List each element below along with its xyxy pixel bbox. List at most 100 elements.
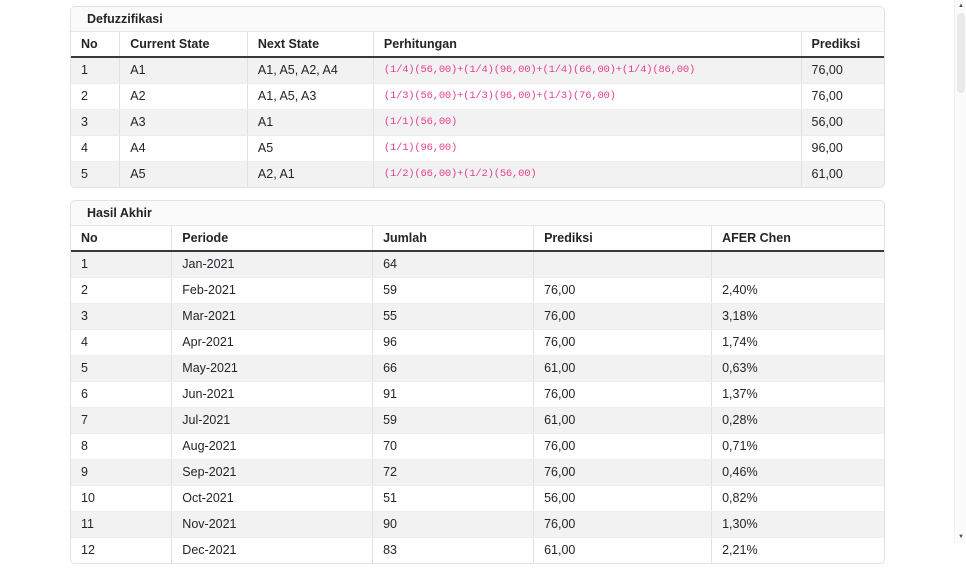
table-cell: Sep-2021 bbox=[171, 459, 373, 486]
table-row: 4 Apr-2021 96 76,00 1,74% bbox=[71, 329, 884, 356]
table-cell: 5 bbox=[71, 355, 172, 382]
table-cell: 66 bbox=[372, 355, 534, 382]
scroll-down-icon[interactable]: ▼ bbox=[958, 534, 964, 540]
defuzzifikasi-card-title: Defuzzifikasi bbox=[71, 7, 884, 32]
table-cell: 1,30% bbox=[711, 511, 884, 538]
table-cell: 83 bbox=[372, 537, 534, 563]
table-cell: A4 bbox=[119, 135, 248, 162]
table-cell: 76,00 bbox=[533, 433, 712, 460]
table-cell: (1/1)(56,00) bbox=[372, 109, 802, 136]
table-cell: Feb-2021 bbox=[171, 277, 373, 304]
table-cell: Jan-2021 bbox=[171, 251, 373, 278]
table-cell: Jun-2021 bbox=[171, 381, 373, 408]
column-header: Periode bbox=[171, 226, 373, 252]
table-cell: 76,00 bbox=[533, 329, 712, 356]
table-cell: 0,63% bbox=[711, 355, 884, 382]
column-header: Next State bbox=[246, 32, 374, 58]
table-cell: A2, A1 bbox=[246, 161, 374, 187]
table-cell: 6 bbox=[71, 381, 172, 408]
table-cell: 76,00 bbox=[533, 277, 712, 304]
table-cell: 4 bbox=[71, 135, 120, 162]
table-cell: 2,40% bbox=[711, 277, 884, 304]
table-cell: 1,74% bbox=[711, 329, 884, 356]
table-cell bbox=[533, 251, 712, 278]
table-cell: 76,00 bbox=[533, 381, 712, 408]
scroll-up-icon[interactable]: ▲ bbox=[958, 3, 964, 9]
table-row: 11 Nov-2021 90 76,00 1,30% bbox=[71, 511, 884, 538]
hasil-akhir-card-title: Hasil Akhir bbox=[71, 201, 884, 226]
column-header: Prediksi bbox=[800, 32, 884, 58]
table-cell: Dec-2021 bbox=[171, 537, 373, 563]
column-header: Prediksi bbox=[533, 226, 712, 252]
table-row: 2 Feb-2021 59 76,00 2,40% bbox=[71, 277, 884, 304]
table-cell: A1 bbox=[119, 57, 248, 84]
hasil-akhir-table: No Periode Jumlah Prediksi AFER Chen 1 Jan-202… bbox=[71, 226, 884, 563]
table-cell: (1/3)(56,00)+(1/3)(96,00)+(1/3)(76,00) bbox=[372, 83, 802, 110]
table-cell: 90 bbox=[372, 511, 534, 538]
table-cell: 2 bbox=[71, 277, 172, 304]
table-cell: 5 bbox=[71, 161, 120, 187]
table-cell: 61,00 bbox=[533, 355, 712, 382]
content-area: Defuzzifikasi No Current State Next State P… bbox=[70, 6, 885, 576]
table-row: 1 Jan-2021 64 bbox=[71, 251, 884, 278]
table-row: 10 Oct-2021 51 56,00 0,82% bbox=[71, 485, 884, 512]
table-row: 12 Dec-2021 83 61,00 2,21% bbox=[71, 537, 884, 563]
table-row: 9 Sep-2021 72 76,00 0,46% bbox=[71, 459, 884, 486]
table-cell: 61,00 bbox=[533, 537, 712, 563]
column-header: Perhitungan bbox=[372, 32, 802, 58]
table-cell: A3 bbox=[119, 109, 248, 136]
table-cell: 3 bbox=[71, 109, 120, 136]
table-cell: Nov-2021 bbox=[171, 511, 373, 538]
table-cell: 72 bbox=[372, 459, 534, 486]
table-cell: 76,00 bbox=[800, 57, 884, 84]
hasil-akhir-card: Hasil Akhir No Periode Jumlah Prediksi AFER … bbox=[70, 200, 885, 564]
table-cell: 0,46% bbox=[711, 459, 884, 486]
table-cell: 11 bbox=[71, 511, 172, 538]
table-cell: 1,37% bbox=[711, 381, 884, 408]
table-cell: Mar-2021 bbox=[171, 303, 373, 330]
table-cell: Apr-2021 bbox=[171, 329, 373, 356]
table-cell: A1, A5, A3 bbox=[246, 83, 374, 110]
table-cell: 96,00 bbox=[800, 135, 884, 162]
table-header-row: No Current State Next State Perhitungan Pred… bbox=[71, 32, 884, 58]
table-cell: 91 bbox=[372, 381, 534, 408]
table-cell: 55 bbox=[372, 303, 534, 330]
table-cell: 7 bbox=[71, 407, 172, 434]
table-cell: 56,00 bbox=[533, 485, 712, 512]
table-row: 3 A3 A1 (1/1)(56,00) 56,00 bbox=[71, 109, 884, 136]
table-cell: (1/2)(66,00)+(1/2)(56,00) bbox=[372, 161, 802, 187]
table-cell: Aug-2021 bbox=[171, 433, 373, 460]
table-row: 7 Jul-2021 59 61,00 0,28% bbox=[71, 407, 884, 434]
table-cell: A1, A5, A2, A4 bbox=[246, 57, 374, 84]
table-cell: 2,21% bbox=[711, 537, 884, 563]
table-row: 4 A4 A5 (1/1)(96,00) 96,00 bbox=[71, 135, 884, 162]
table-header-row: No Periode Jumlah Prediksi AFER Chen bbox=[71, 226, 884, 252]
scrollbar-thumb[interactable] bbox=[957, 13, 965, 93]
table-row: 1 A1 A1, A5, A2, A4 (1/4)(56,00)+(1/4)(96,0… bbox=[71, 57, 884, 84]
table-cell: 59 bbox=[372, 407, 534, 434]
table-row: 2 A2 A1, A5, A3 (1/3)(56,00)+(1/3)(96,00)+(… bbox=[71, 83, 884, 110]
table-cell: 8 bbox=[71, 433, 172, 460]
table-cell: 51 bbox=[372, 485, 534, 512]
column-header: No bbox=[71, 226, 172, 252]
table-cell: 1 bbox=[71, 57, 120, 84]
vertical-scrollbar[interactable]: ▲ ▼ bbox=[954, 0, 966, 543]
table-cell: 56,00 bbox=[800, 109, 884, 136]
table-cell: 59 bbox=[372, 277, 534, 304]
table-cell: 10 bbox=[71, 485, 172, 512]
table-cell: 3 bbox=[71, 303, 172, 330]
table-cell: 9 bbox=[71, 459, 172, 486]
table-cell: A5 bbox=[119, 161, 248, 187]
table-cell: 61,00 bbox=[800, 161, 884, 187]
column-header: No bbox=[71, 32, 120, 58]
table-cell: 61,00 bbox=[533, 407, 712, 434]
column-header: AFER Chen bbox=[711, 226, 884, 252]
table-cell: May-2021 bbox=[171, 355, 373, 382]
table-row: 5 May-2021 66 61,00 0,63% bbox=[71, 355, 884, 382]
table-row: 6 Jun-2021 91 76,00 1,37% bbox=[71, 381, 884, 408]
table-cell: 76,00 bbox=[533, 303, 712, 330]
table-cell: 76,00 bbox=[533, 459, 712, 486]
table-cell: 0,28% bbox=[711, 407, 884, 434]
table-cell: 64 bbox=[372, 251, 534, 278]
table-cell: 1 bbox=[71, 251, 172, 278]
